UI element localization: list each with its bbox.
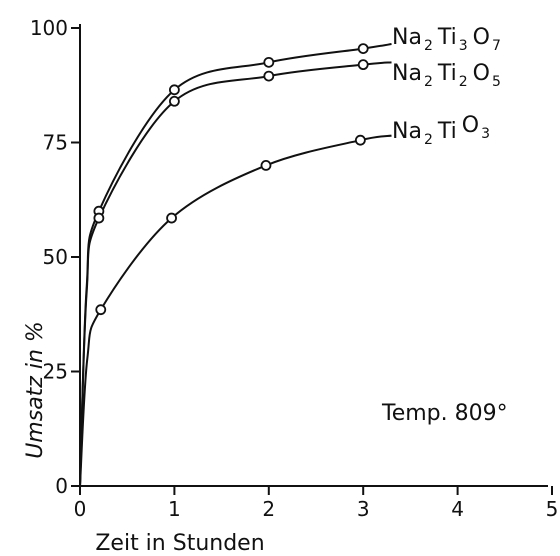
data-point [357,43,369,55]
y-tick-label: 0 [55,474,68,498]
series-line [79,134,392,487]
series-label-subscript: 2 [424,74,433,90]
x-tick-label: 0 [74,497,87,521]
y-tick-label: 50 [43,245,68,269]
x-tick-label: 3 [357,497,370,521]
data-point [166,212,177,224]
data-point [357,59,369,71]
x-axis-title: Zeit in Stunden [95,531,264,556]
series-label-element: O [462,113,479,138]
x-tick-label: 1 [168,497,181,521]
series-label-element: O [473,25,490,50]
temperature-annotation: Temp. 809° [381,401,508,426]
data-point [93,212,105,224]
series-label: Na 2 Ti 2 O 5 [392,61,501,90]
series-label-element: O [473,61,490,86]
markers [93,43,369,316]
series-label-element: Ti [437,25,457,50]
curves [79,43,392,487]
data-point [95,304,107,316]
series-label-element: Na [392,119,422,144]
y-axis-title: Umsatz in % [23,321,48,459]
series-label-subscript: 2 [424,38,433,54]
series-line [79,43,392,487]
data-point [168,84,180,96]
x-tick-label: 2 [262,497,275,521]
data-point [168,95,180,107]
data-point [263,70,275,82]
y-tick-label: 25 [43,360,68,384]
x-tick-label: 4 [451,497,464,521]
series-label-subscript: 3 [481,126,490,142]
data-point [263,56,275,68]
series-label-element: Ti [437,119,457,144]
series-label-element: Ti [437,61,457,86]
series-line [79,61,392,487]
series-label-subscript: 3 [459,38,468,54]
series-label: Na 2 Ti O 3 [392,113,490,148]
series-label-subscript: 7 [492,38,501,54]
x-tick-label: 5 [546,497,559,521]
series-label-subscript: 2 [459,74,468,90]
series-label-subscript: 5 [492,74,501,90]
y-tick-label: 75 [43,131,68,155]
series-label-element: Na [392,61,422,86]
series-label: Na 2 Ti 3 O 7 [392,25,501,54]
series-label-subscript: 2 [424,132,433,148]
data-point [354,134,366,146]
series-label-element: Na [392,25,422,50]
y-tick-label: 100 [30,16,68,40]
data-point [260,159,272,171]
